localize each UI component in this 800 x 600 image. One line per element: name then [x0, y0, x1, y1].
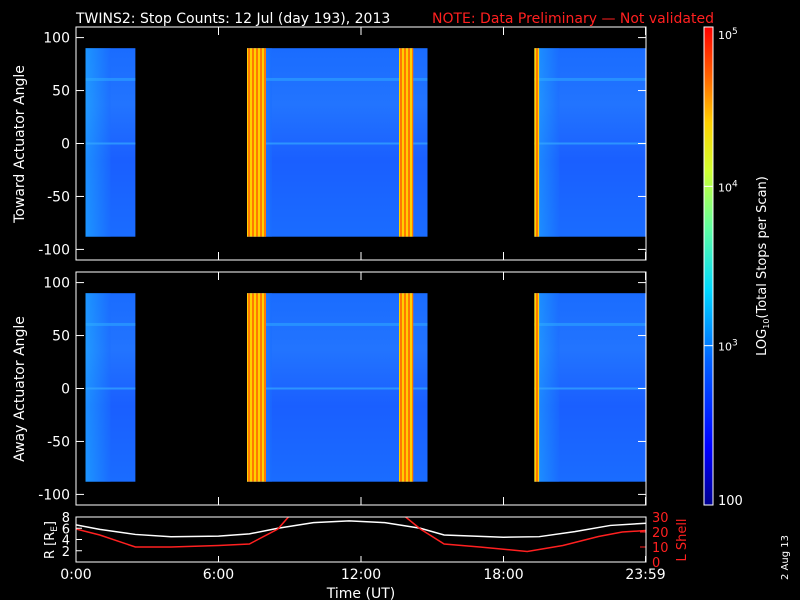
- away-panel-frame: [75, 271, 647, 506]
- time-tick-label: 23:59: [625, 567, 665, 583]
- heatmap-band: [247, 77, 428, 81]
- lshell-tick-label: 10: [652, 541, 669, 556]
- r-tick-label: 2: [62, 545, 70, 560]
- heatmap-zero-band: [534, 142, 646, 145]
- colorbar-label: LOG10(Total Stops per Scan): [755, 176, 771, 356]
- colorbar-label-sub: 10: [762, 319, 771, 329]
- time-tick-label: 12:00: [341, 567, 381, 583]
- heatmap-zero-band: [247, 387, 428, 390]
- colorbar-tick-label: 103: [718, 339, 738, 354]
- colorbar-tick-label: 104: [718, 179, 738, 194]
- colorbar-ticks: 105 104 103 100: [704, 26, 743, 509]
- heatmap-band: [247, 322, 428, 326]
- y-tick-label: 100: [43, 276, 70, 292]
- toward-ylabel: Toward Actuator Angle: [12, 65, 28, 224]
- toward-panel-frame: [75, 26, 647, 261]
- lshell-tick-label: 0: [652, 556, 660, 571]
- toward-panel: -100 -50 0 50 100: [38, 27, 647, 260]
- y-tick-label: 100: [43, 31, 70, 47]
- r-axis-label-sub: E: [50, 526, 60, 532]
- heatmap-bright-band: [534, 48, 540, 237]
- x-axis-label: Time (UT): [326, 586, 395, 600]
- lshell-series-line: [76, 517, 646, 553]
- y-tick-label: 50: [52, 84, 70, 100]
- colorbar-label-rest: (Total Stops per Scan): [755, 176, 770, 318]
- away-panel: -100 -50 0 50 100: [38, 272, 647, 505]
- heatmap-band: [85, 77, 136, 81]
- y-tick-label: -50: [47, 434, 70, 450]
- r-tick-label: 4: [62, 534, 70, 549]
- y-tick-label: -100: [38, 242, 70, 258]
- time-tick-label: 18:00: [483, 567, 523, 583]
- heatmap-bright-band: [534, 293, 540, 482]
- heatmap-zero-band: [534, 387, 646, 390]
- orbit-panel-frame: [75, 516, 647, 563]
- y-tick-label: -100: [38, 487, 70, 503]
- heatmap-zero-band: [85, 142, 136, 145]
- colorbar-tick-label-bottom: 100: [718, 494, 743, 509]
- heatmap-block-edge: [85, 293, 111, 482]
- colorbar: [703, 26, 714, 506]
- lshell-axis-label: L Shell: [675, 518, 690, 561]
- lshell-tick-label: 30: [652, 511, 669, 526]
- heatmap-bright-band: [247, 293, 266, 482]
- preliminary-note: NOTE: Data Preliminary — Not validated: [432, 11, 714, 27]
- y-tick-label: 0: [61, 382, 70, 398]
- heatmap-block-edge: [85, 48, 111, 237]
- y-tick-label: -50: [47, 189, 70, 205]
- heatmap-zero-band: [85, 387, 136, 390]
- heatmap-band: [85, 322, 136, 326]
- heatmap-zero-band: [247, 142, 428, 145]
- heatmap-bright-band: [247, 48, 266, 237]
- chart-title: TWINS2: Stop Counts: 12 Jul (day 193), 2…: [75, 11, 390, 27]
- lshell-tick-label: 20: [652, 526, 669, 541]
- colorbar-tick-label: 105: [718, 27, 738, 42]
- time-tick-label: 6:00: [203, 567, 234, 583]
- r-axis-label-close: ]: [43, 521, 58, 526]
- date-stamp: 2 Aug 13: [780, 535, 791, 580]
- r-series-line: [76, 520, 646, 539]
- heatmap-band: [534, 77, 646, 81]
- away-ylabel: Away Actuator Angle: [12, 316, 28, 462]
- r-tick-label: 6: [62, 522, 70, 537]
- heatmap-band: [534, 322, 646, 326]
- time-tick-label: 0:00: [60, 567, 91, 583]
- y-tick-label: 50: [52, 329, 70, 345]
- heatmap-bright-band: [399, 48, 414, 237]
- r-axis-label: R [RE]: [43, 521, 60, 559]
- r-tick-label: 8: [62, 511, 70, 526]
- y-tick-label: 0: [61, 137, 70, 153]
- heatmap-bright-band: [399, 293, 414, 482]
